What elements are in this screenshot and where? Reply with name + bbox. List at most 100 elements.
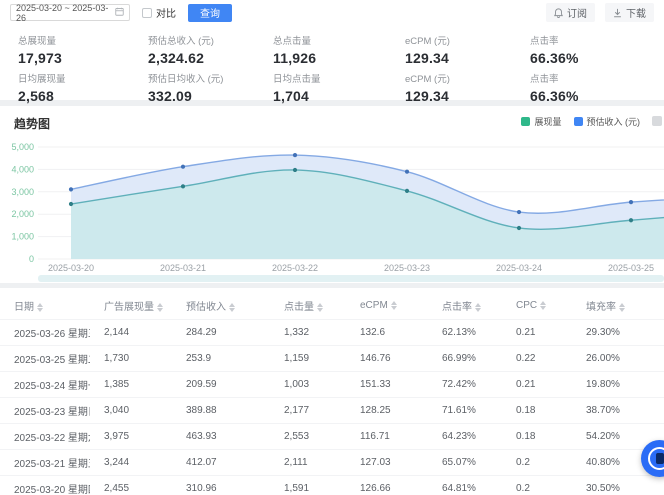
stat-value: 129.34: [405, 50, 450, 66]
calendar-icon: [115, 7, 124, 18]
table-cell: 1,159: [284, 352, 310, 364]
x-axis-tick: 2025-03-23: [384, 263, 430, 273]
legend-label: 展现量: [534, 117, 562, 127]
stat-value: 2,568: [18, 88, 55, 104]
column-header-4[interactable]: eCPM: [346, 292, 428, 319]
bell-icon: [554, 7, 563, 18]
stat-value: 1,704: [273, 88, 310, 104]
column-header-1[interactable]: 广告展现量: [90, 292, 172, 319]
x-axis-tick: 2025-03-24: [496, 263, 542, 273]
stat-daily-clicks: 日均点击量 1,704: [273, 71, 405, 104]
data-point: [404, 188, 410, 194]
date-range-input[interactable]: 2025-03-20 ~ 2025-03-26: [10, 2, 130, 23]
sort-icon[interactable]: [390, 300, 397, 310]
table-header-row: 日期 广告展现量 预估收入 点击量 eCPM 点击率 CPC 填充率: [0, 292, 664, 319]
download-button[interactable]: 下载: [605, 3, 654, 22]
chart-zoom-strip[interactable]: [38, 275, 664, 282]
sort-icon[interactable]: [475, 302, 481, 312]
table-cell: 127.03: [360, 456, 391, 468]
stat-value: 332.09: [148, 88, 193, 104]
column-header-7[interactable]: 填充率: [572, 292, 664, 319]
table-cell: 62.13%: [442, 326, 476, 338]
checkbox-icon[interactable]: [142, 7, 152, 18]
subscribe-button[interactable]: 订阅: [546, 3, 595, 22]
summary-row-daily: 日均展现量 2,568 预估日均收入 (元) 332.09 日均点击量 1,70…: [18, 71, 664, 104]
table-row: 2025-03-24 星期一 1,385 209.59 1,003 151.33 72.4…: [0, 371, 664, 397]
y-axis-tick: 3,000: [11, 187, 34, 197]
column-header-5[interactable]: 点击率: [428, 292, 502, 319]
table-cell: 26.00%: [586, 352, 620, 364]
legend-item[interactable]: 展现量: [521, 115, 562, 128]
data-point: [628, 218, 634, 223]
column-label: 广告展现量: [104, 301, 154, 313]
query-button[interactable]: 查询: [188, 3, 232, 22]
y-axis-tick: 0: [29, 254, 34, 264]
daily-stats-table-card: 日期 广告展现量 预估收入 点击量 eCPM 点击率 CPC 填充率 2025-03-26 星…: [0, 288, 664, 495]
table-cell: 2025-03-22 星期六: [14, 432, 90, 444]
legend-label: 预估收入 (元): [586, 117, 641, 127]
table-cell: 71.61%: [442, 404, 476, 416]
floating-widget-button[interactable]: [641, 440, 664, 477]
stat-label: 日均点击量: [273, 74, 321, 85]
table-cell: 3,975: [104, 430, 130, 442]
table-cell: 2025-03-25 星期二: [14, 354, 90, 366]
x-axis-tick: 2025-03-20: [48, 263, 94, 273]
table-cell: 0.21: [516, 378, 536, 390]
sort-icon[interactable]: [540, 300, 547, 310]
stat-total-impressions: 总展现量 17,973: [18, 33, 148, 66]
table-cell: 64.23%: [442, 430, 476, 442]
stat-daily-ctr: 点击率 66.36%: [530, 71, 664, 104]
table-cell: 0.22: [516, 352, 536, 364]
column-header-0[interactable]: 日期: [0, 292, 90, 319]
table-cell: 2,111: [284, 456, 308, 468]
legend-swatch: [521, 117, 531, 126]
sort-icon[interactable]: [229, 302, 235, 312]
summary-card: 2025-03-20 ~ 2025-03-26 对比 查询 订阅 下载: [0, 0, 664, 104]
y-axis-tick: 2,000: [11, 209, 34, 219]
table-cell: 1,003: [284, 378, 310, 390]
date-range-value: 2025-03-20 ~ 2025-03-26: [16, 2, 109, 23]
summary-row-total: 总展现量 17,973 预估总收入 (元) 2,324.62 总点击量 11,9…: [18, 33, 664, 66]
table-cell: 2025-03-21 星期五: [14, 458, 90, 470]
table-cell: 0.2: [516, 482, 530, 494]
column-label: 预估收入: [186, 301, 226, 313]
sort-icon[interactable]: [317, 302, 323, 312]
stat-value: 66.36%: [530, 88, 579, 104]
table-cell: 2025-03-26 星期三: [14, 328, 90, 340]
table-cell: 30.50%: [586, 482, 620, 494]
table-cell: 40.80%: [586, 456, 620, 468]
table-row: 2025-03-21 星期五 3,244 412.07 2,111 127.03 65.0…: [0, 449, 664, 475]
column-header-2[interactable]: 预估收入: [172, 292, 270, 319]
stat-label: eCPM (元): [405, 74, 450, 85]
column-label: 点击率: [442, 301, 472, 313]
legend-item[interactable]: 预估收入 (元): [573, 115, 641, 128]
data-point: [292, 167, 298, 173]
data-point: [404, 169, 410, 174]
table-cell: 29.30%: [586, 326, 620, 338]
download-icon: [613, 8, 622, 18]
table-cell: 116.71: [360, 430, 390, 442]
sort-icon[interactable]: [37, 302, 43, 312]
table-cell: 2,177: [284, 404, 310, 416]
table-cell: 209.59: [186, 378, 217, 390]
data-point: [68, 201, 74, 207]
series-area: [71, 169, 664, 259]
stat-daily-ecpm: eCPM (元) 129.34: [405, 71, 530, 104]
compare-label: 对比: [156, 9, 176, 20]
column-header-6[interactable]: CPC: [502, 292, 572, 319]
stat-total-revenue: 预估总收入 (元) 2,324.62: [148, 33, 273, 66]
sort-icon[interactable]: [619, 302, 625, 312]
table-cell: 72.42%: [442, 378, 476, 390]
stat-daily-impressions: 日均展现量 2,568: [18, 71, 148, 104]
y-axis-tick: 1,000: [11, 232, 34, 242]
stat-label: 日均展现量: [18, 74, 66, 85]
stat-label: 总展现量: [18, 36, 57, 47]
column-header-3[interactable]: 点击量: [270, 292, 346, 319]
subscribe-label: 订阅: [567, 9, 587, 20]
stat-ecpm: eCPM (元) 129.34: [405, 33, 530, 66]
compare-checkbox[interactable]: 对比: [142, 5, 176, 20]
table-cell: 1,730: [104, 352, 130, 364]
legend-extra-icon[interactable]: [652, 116, 662, 126]
sort-icon[interactable]: [157, 302, 163, 312]
table-cell: 1,385: [104, 378, 130, 390]
